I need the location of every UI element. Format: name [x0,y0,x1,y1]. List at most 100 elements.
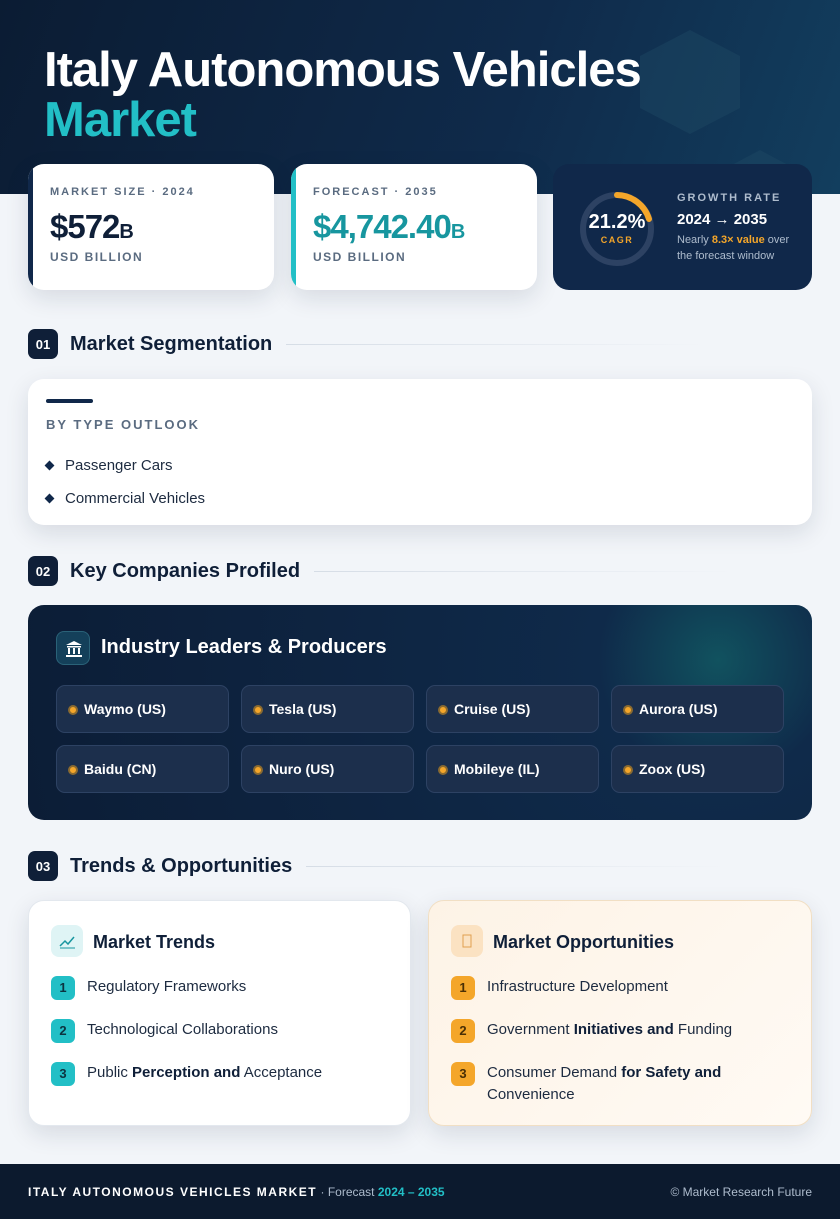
growth-note: Nearly 8.3× value over the forecast wind… [677,232,802,264]
company-pill: Mobileye (IL) [426,745,599,793]
icon [451,925,483,957]
trends-card: Market Trends 1 Regulatory Frameworks 2 Tec… [28,900,411,1126]
segment-heading: BY TYPE OUTLOOK [46,417,200,432]
icon [56,631,90,665]
company-pill: Nuro (US) [241,745,414,793]
text: Government [487,1021,574,1038]
icon [51,925,83,957]
text: Nearly [677,234,712,246]
section-title: Key Companies Profiled [70,559,301,582]
growth-label: GROWTH RATE [677,192,782,204]
item-text: Regulatory Frameworks [87,976,246,998]
companies-heading: Industry Leaders & Producers [101,636,387,658]
section-number: 03 [28,851,58,881]
bullet [44,493,55,504]
companies-card: Industry Leaders & Producers Waymo (US) T… [28,605,812,820]
bullet [44,460,55,471]
header-band [0,0,840,194]
company-name: Tesla (US) [269,701,337,717]
dot [68,705,78,715]
company-pill: Cruise (US) [426,685,599,733]
unit: B [450,221,465,243]
stat-note: USD BILLION [50,250,144,264]
footer-credit: © Market Research Future [670,1185,812,1199]
item-text: Technological Collaborations [87,1019,278,1041]
bold-text: Initiatives and [573,1021,674,1038]
text: Funding [673,1021,733,1038]
text: Convenience [487,1064,726,1103]
company-name: Nuro (US) [269,761,335,777]
title-highlight: Market [44,93,197,147]
trend-list: 1 Regulatory Frameworks 2 Technological Col… [51,976,391,1105]
item-text: Infrastructure Development [487,976,668,998]
footer: ITALY AUTONOMOUS VEHICLES MARKET · Forec… [0,1164,840,1219]
title: Italy Autonomous Vehicles [44,43,642,97]
highlight: 8.3× value [711,234,765,246]
segment-item: Passenger Cars [44,449,205,482]
card-title: Market Trends [93,932,216,952]
list-item: 3 Consumer Demand for Safety and Convenie… [451,1062,791,1106]
dot [623,705,633,715]
stat-card: MARKET SIZE · 2024 $572B USD BILLION [28,164,274,290]
company-name: Cruise (US) [454,701,531,717]
growth-card: 21.2% CAGR GROWTH RATE 2024 → 2035 Nearl… [553,164,812,290]
number-badge: 3 [51,1062,75,1086]
list-item: 2 Government Initiatives and Funding [451,1019,791,1043]
company-name: Zoox (US) [639,761,706,777]
segment-label: Passenger Cars [65,457,173,474]
section-header: 02 Key Companies Profiled [28,556,735,586]
text: Acceptance [240,1064,323,1081]
text: Public [87,1064,133,1081]
unit: B [119,221,133,243]
opportunity-list: 1 Infrastructure Development 2 Government I… [451,976,791,1125]
footer-period: 2024 – 2035 [377,1185,445,1199]
company-pill: Aurora (US) [611,685,784,733]
list-item: 2 Technological Collaborations [51,1019,391,1043]
opportunities-card: Market Opportunities 1 Infrastructure Dev… [428,900,812,1126]
segmentation-card: BY TYPE OUTLOOK Passenger Cars Commercial… [28,379,812,525]
stat-card: FORECAST · 2035 $4,742.40B USD BILLION [291,164,537,290]
number-badge: 1 [451,976,475,1000]
dot [68,765,78,775]
cagr-value: 21.2% [588,211,646,233]
bold-text: for Safety and [621,1064,722,1081]
value: $4,742.40 [313,208,452,245]
stat-value: $4,742.40B [313,208,465,246]
dot [623,765,633,775]
company-pill: Zoox (US) [611,745,784,793]
company-pill: Tesla (US) [241,685,414,733]
company-pill: Baidu (CN) [56,745,229,793]
section-number: 02 [28,556,58,586]
list-item: 1 Regulatory Frameworks [51,976,391,1000]
item-text: Public Perception and Acceptance [87,1062,322,1084]
list-item: 3 Public Perception and Acceptance [51,1062,391,1086]
footer-title: ITALY AUTONOMOUS VEHICLES MARKET [28,1185,318,1199]
company-name: Mobileye (IL) [454,761,540,777]
section-number: 01 [28,329,58,359]
stat-value: $572B [50,208,134,246]
number-badge: 3 [451,1062,475,1086]
stat-note: USD BILLION [313,250,407,264]
dot [253,765,263,775]
growth-period: 2024 → 2035 [677,211,768,228]
section-header: 03 Trends & Opportunities [28,851,727,881]
cagr-ring [580,192,654,266]
text: over the forecast window [677,234,790,262]
footer-forecast: · Forecast [320,1185,375,1199]
company-name: Baidu (CN) [84,761,157,777]
section-title: Market Segmentation [70,332,273,355]
dot [438,705,448,715]
item-text: Government Initiatives and Funding [487,1019,732,1041]
text: Infrastructure Development [487,978,668,995]
list-item: 1 Infrastructure Development [451,976,791,1000]
number-badge: 2 [451,1019,475,1043]
text: Technological Collaborations [87,1021,278,1038]
cagr-label: CAGR [600,235,634,245]
footer-text: ITALY AUTONOMOUS VEHICLES MARKET · Forec… [28,1185,445,1199]
section-header: 01 Market Segmentation [28,329,707,359]
segment-item: Commercial Vehicles [44,482,205,515]
value: $572 [50,208,120,245]
card-title: Market Opportunities [493,932,675,952]
company-name: Aurora (US) [639,701,718,717]
